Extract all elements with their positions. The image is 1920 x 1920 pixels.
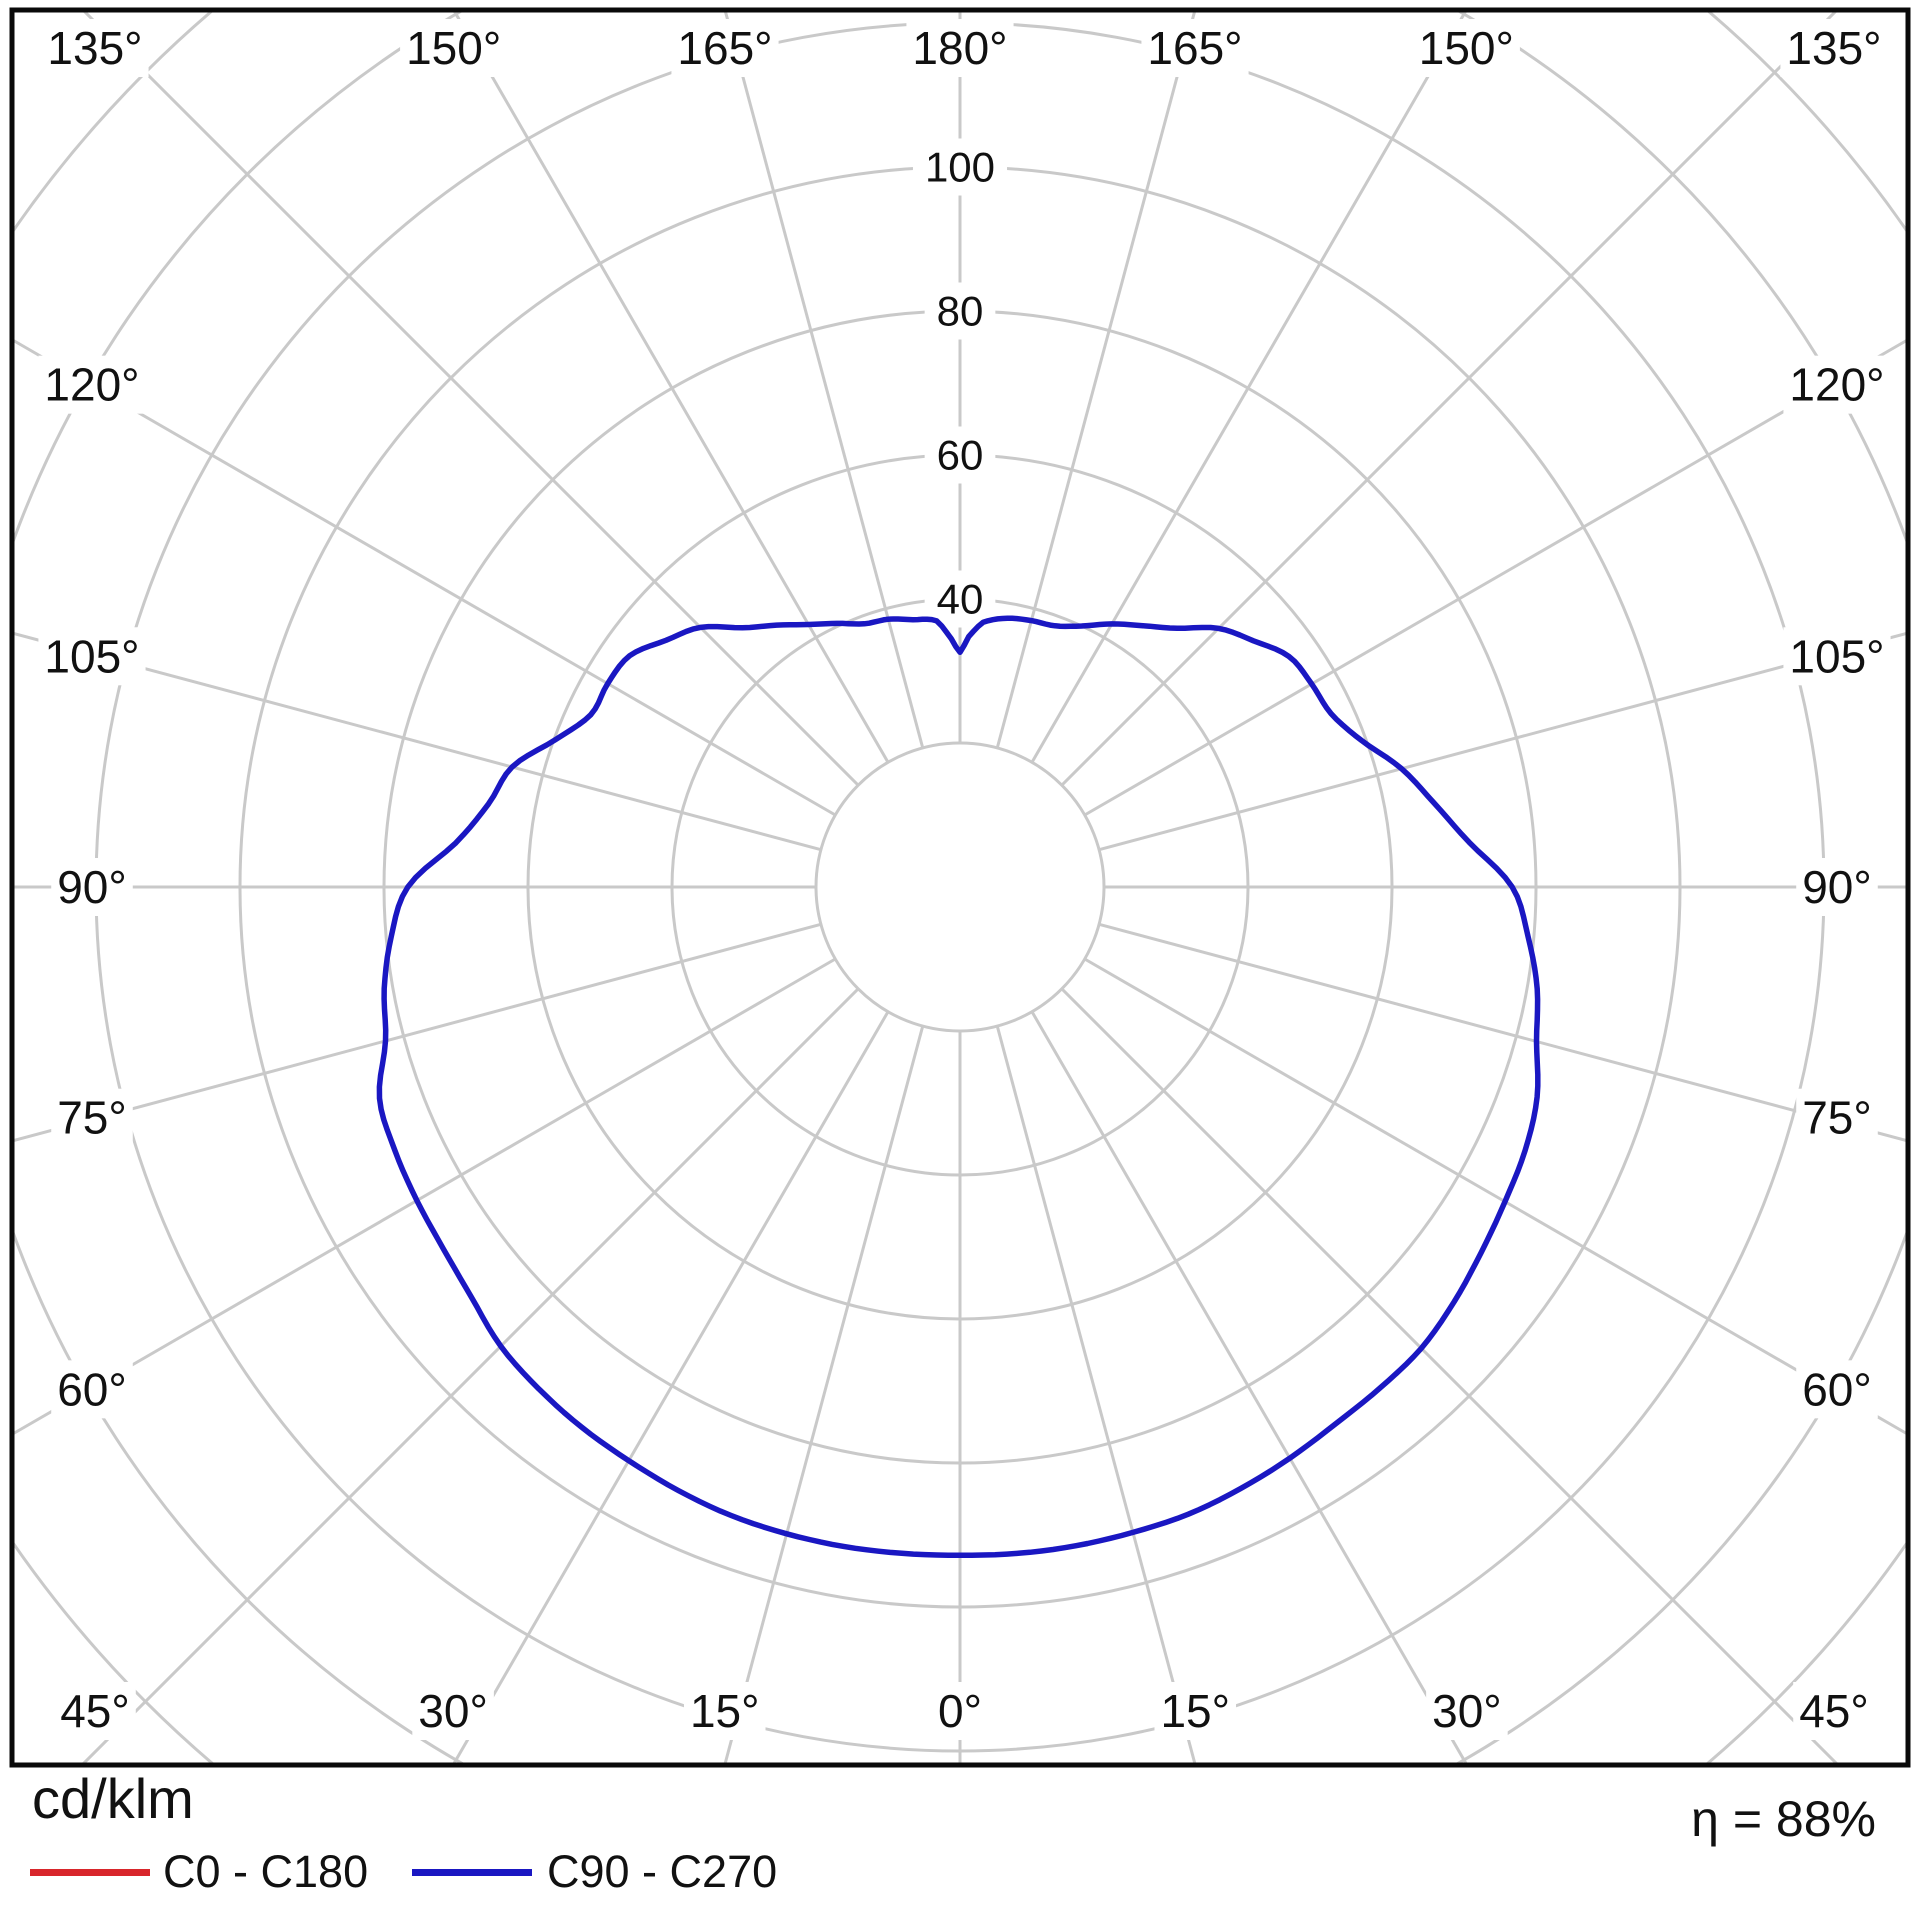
angle-tick-label-105-right: 105° [1789,630,1884,682]
radial-tick-label-40: 40 [937,576,984,623]
angle-tick-label-60-left: 60° [57,1363,127,1415]
grid-spoke [14,339,837,817]
legend-swatch-c0-c180 [30,1869,150,1876]
grid-spoke [1060,12,1838,787]
angle-tick-label-90-right: 90° [1802,861,1872,913]
radial-tick-label-60: 60 [937,432,984,479]
radial-unit-label: cd/klm [32,1767,194,1830]
angle-tick-label-45-right: 45° [1799,1685,1869,1737]
angle-tick-label-180-right: 180° [912,22,1007,74]
legend-label-c0-c180: C0 - C180 [163,1846,369,1897]
angle-tick-label-60-right: 60° [1802,1363,1872,1415]
angle-tick-label-75-right: 75° [1802,1092,1872,1144]
plot-frame [9,7,1911,1768]
legend: C0 - C180 C90 - C270 [0,1840,1920,1904]
angle-tick-label-120-left: 120° [44,359,139,411]
grid-ring-20 [814,741,1106,1033]
grid-spoke [995,12,1197,749]
grid-spoke [995,1025,1197,1763]
grid-spoke [1030,12,1467,764]
grid-spoke [452,1010,890,1763]
angle-tick-label-120-right: 120° [1789,359,1884,411]
grid-spoke [14,957,837,1435]
grid-spoke [14,922,822,1143]
efficiency-label: η = 88% [1691,1791,1876,1847]
axis-labels: 0° 15° 15° 30° 30° 45° 45° 60° 60° 75° 75° 90° 90° 10… [38,19,1891,1740]
angle-tick-label-150-left: 150° [406,22,501,74]
grid-spoke [723,12,925,749]
radial-tick-label-80: 80 [937,288,984,335]
angle-tick-label-135-right: 135° [1786,22,1881,74]
radial-tick-label-100: 100 [925,144,995,191]
legend-swatch-c90-c270 [412,1869,532,1876]
grid-spoke [1030,1010,1468,1763]
angle-tick-label-30-right: 30° [1432,1685,1502,1737]
grid-spoke [1083,339,1906,817]
grid-spoke [1083,957,1906,1435]
angle-tick-label-15-left: 15° [690,1685,760,1737]
angle-tick-label-30-left: 30° [418,1685,488,1737]
grid-spoke [1060,987,1839,1763]
grid-spoke [1098,631,1906,852]
angle-tick-label-105-left: 105° [44,630,139,682]
angle-tick-label-90-left: 90° [57,861,127,913]
grid-spoke [14,631,822,852]
angle-tick-label-150-right: 150° [1419,22,1514,74]
angle-tick-label-0-right: 0° [938,1685,982,1737]
angle-tick-label-15-right: 15° [1160,1685,1230,1737]
angle-tick-label-135-left: 135° [47,22,142,74]
grid-spoke [82,12,860,787]
angle-tick-label-45-left: 45° [60,1685,130,1737]
angle-tick-label-165-right: 165° [1147,22,1242,74]
grid-spoke [81,987,860,1763]
grid-spoke [453,12,890,764]
grid-spoke [723,1025,925,1763]
grid-spoke [1098,922,1906,1143]
angle-tick-label-75-left: 75° [57,1092,127,1144]
legend-label-c90-c270: C90 - C270 [547,1846,778,1897]
angle-tick-label-165-left: 165° [677,22,772,74]
curve-c90-c270 [376,615,1541,1558]
